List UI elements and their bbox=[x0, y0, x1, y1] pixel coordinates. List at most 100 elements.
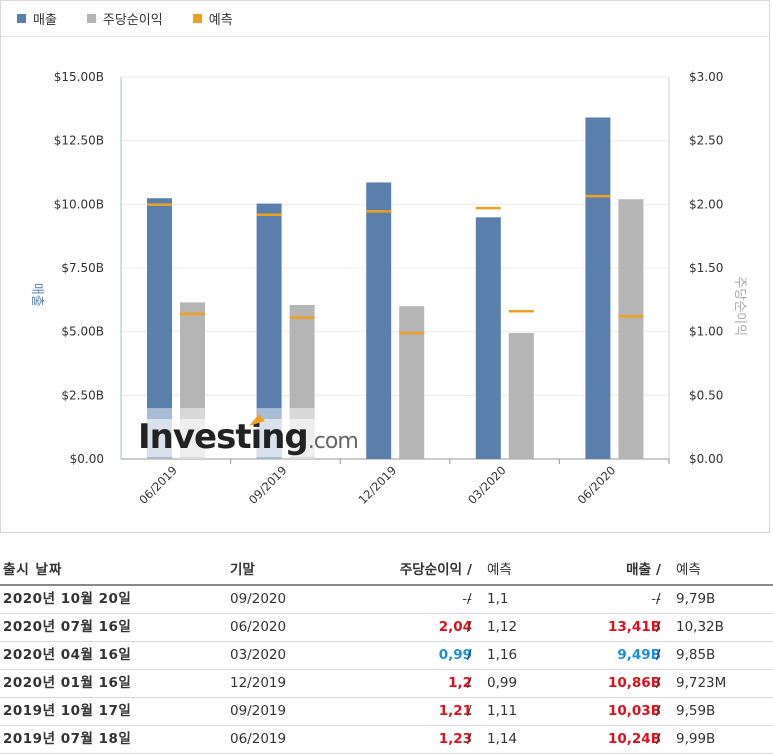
revenue-forecast: 9,85B bbox=[676, 647, 716, 663]
header-revenue[interactable]: 매출 bbox=[626, 562, 651, 578]
table-row: 2020년 07월 16일 06/2020 2,04/1,12 13,41B/10,3… bbox=[0, 614, 773, 642]
revenue-actual: 10,86B bbox=[608, 675, 661, 691]
revenue-separator: / bbox=[656, 703, 661, 719]
eps-actual: 1,2 bbox=[448, 675, 472, 691]
y-tick-label-left: $10.00B bbox=[54, 197, 104, 211]
eps-actual: 2,04 bbox=[438, 619, 472, 635]
table-row: 2019년 10월 17일 09/2019 1,21/1,11 10,03B/9,59… bbox=[0, 698, 773, 726]
release-date: 2020년 01월 16일 bbox=[3, 675, 132, 691]
table-row: 2020년 10월 20일 09/2020 --/1,1 --/9,79B bbox=[0, 586, 773, 614]
eps-actual: -- bbox=[462, 591, 472, 607]
eps-forecast: 1,11 bbox=[487, 703, 518, 719]
eps-forecast: 1,12 bbox=[487, 619, 518, 635]
eps-separator: / bbox=[467, 591, 472, 607]
period-end: 09/2019 bbox=[230, 703, 287, 719]
eps-separator: / bbox=[467, 675, 472, 691]
header-eps[interactable]: 주당순이익 bbox=[399, 562, 462, 578]
revenue-actual: 10,03B bbox=[608, 703, 661, 719]
legend-item-revenue[interactable]: 매출 bbox=[17, 9, 57, 28]
revenue-separator: / bbox=[656, 675, 661, 691]
bar-eps bbox=[399, 306, 425, 459]
y-tick-label-left: $15.00B bbox=[54, 70, 104, 84]
eps-actual: 0,99 bbox=[438, 647, 472, 663]
y-tick-label-left: $0.00 bbox=[70, 452, 104, 466]
revenue-forecast: 9,99B bbox=[676, 731, 716, 747]
y-tick-label-left: $2.50B bbox=[61, 388, 104, 402]
release-date: 2020년 10월 20일 bbox=[3, 591, 132, 607]
y-tick-label-right: $3.00 bbox=[689, 70, 723, 84]
revenue-forecast: 9,79B bbox=[676, 591, 716, 607]
header-eps-sep: / bbox=[467, 562, 472, 578]
release-date: 2020년 07월 16일 bbox=[3, 619, 132, 635]
header-date[interactable]: 출시 날짜 bbox=[3, 562, 63, 578]
eps-forecast: 1,16 bbox=[487, 647, 518, 663]
period-end: 06/2020 bbox=[230, 619, 287, 635]
header-period[interactable]: 기말 bbox=[230, 562, 255, 578]
watermark-logo: Investing.com bbox=[138, 417, 358, 457]
y-tick-label-right: $0.50 bbox=[689, 388, 723, 402]
legend-label-eps: 주당순이익 bbox=[102, 13, 163, 28]
header-revenue-forecast[interactable]: 예측 bbox=[676, 562, 701, 578]
eps-separator: / bbox=[467, 731, 472, 747]
revenue-separator: / bbox=[656, 591, 661, 607]
eps-separator: / bbox=[467, 619, 472, 635]
revenue-actual: 13,41B bbox=[608, 619, 661, 635]
earnings-chart: $0.00 $0.00 $2.50B $0.50 $5.00B $1.00 $7.50B $1… bbox=[29, 70, 747, 507]
eps-actual: 1,23 bbox=[438, 731, 472, 747]
period-end: 03/2020 bbox=[230, 647, 287, 663]
x-tick-label: 03/2020 bbox=[465, 463, 509, 507]
revenue-actual: 10,24B bbox=[608, 731, 661, 747]
x-tick-label: 06/2020 bbox=[575, 463, 619, 507]
revenue-forecast: 9,723M bbox=[676, 675, 727, 691]
x-tick-label: 09/2019 bbox=[246, 463, 290, 507]
period-end: 09/2020 bbox=[230, 591, 287, 607]
chart-panel: 매출 주당순이익 예측 $0.00 $0.00 $2.50B $0.50 $5.00B $… bbox=[0, 0, 770, 533]
y-axis-title-left: 매출 bbox=[29, 283, 44, 307]
period-end: 06/2019 bbox=[230, 731, 287, 747]
revenue-separator: / bbox=[656, 731, 661, 747]
bar-eps bbox=[508, 332, 534, 459]
legend-swatch-eps bbox=[86, 14, 96, 23]
eps-separator: / bbox=[467, 647, 472, 663]
legend-swatch-revenue bbox=[17, 14, 26, 23]
legend-label-forecast: 예측 bbox=[208, 13, 233, 28]
eps-forecast: 0,99 bbox=[487, 675, 518, 691]
eps-separator: / bbox=[467, 703, 472, 719]
release-date: 2020년 04월 16일 bbox=[3, 647, 132, 663]
earnings-table: 출시 날짜 기말 주당순이익 / 예측 매출 / 예측 2020년 10월 20… bbox=[0, 556, 773, 754]
revenue-separator: / bbox=[656, 619, 661, 635]
watermark-bg bbox=[138, 419, 334, 457]
revenue-actual: 9,49B bbox=[617, 647, 661, 663]
y-tick-label-right: $1.00 bbox=[689, 325, 723, 339]
eps-actual: 1,21 bbox=[438, 703, 472, 719]
watermark-accent-icon bbox=[249, 414, 265, 426]
x-tick-label: 12/2019 bbox=[355, 463, 399, 507]
bar-revenue bbox=[366, 182, 392, 459]
revenue-forecast: 9,59B bbox=[676, 703, 716, 719]
table-row: 2020년 04월 16일 03/2020 0,99/1,16 9,49B/9,85B bbox=[0, 642, 773, 670]
header-eps-forecast[interactable]: 예측 bbox=[487, 562, 512, 578]
y-tick-label-right: $0.00 bbox=[689, 452, 723, 466]
chart-legend: 매출 주당순이익 예측 bbox=[1, 1, 769, 37]
period-end: 12/2019 bbox=[230, 675, 287, 691]
release-date: 2019년 07월 18일 bbox=[3, 731, 132, 747]
revenue-actual: -- bbox=[651, 591, 661, 607]
revenue-forecast: 10,32B bbox=[676, 619, 724, 635]
legend-label-revenue: 매출 bbox=[33, 13, 57, 28]
table-body: 2020년 10월 20일 09/2020 --/1,1 --/9,79B 2020년 … bbox=[0, 586, 773, 754]
bar-eps bbox=[618, 199, 644, 460]
y-tick-label-right: $1.50 bbox=[689, 261, 723, 275]
y-tick-label-right: $2.00 bbox=[689, 197, 723, 211]
bar-revenue bbox=[475, 217, 501, 459]
table-header: 출시 날짜 기말 주당순이익 / 예측 매출 / 예측 bbox=[0, 556, 773, 586]
release-date: 2019년 10월 17일 bbox=[3, 703, 132, 719]
revenue-separator: / bbox=[656, 647, 661, 663]
eps-forecast: 1,14 bbox=[487, 731, 518, 747]
y-axis-title-right: 주당순이익 bbox=[732, 276, 747, 336]
y-tick-label-left: $5.00B bbox=[61, 325, 104, 339]
y-tick-label-left: $12.50B bbox=[54, 134, 104, 148]
header-revenue-sep: / bbox=[656, 562, 661, 578]
legend-item-eps[interactable]: 주당순이익 bbox=[86, 9, 163, 28]
eps-forecast: 1,1 bbox=[487, 591, 509, 607]
legend-item-forecast[interactable]: 예측 bbox=[192, 9, 233, 28]
